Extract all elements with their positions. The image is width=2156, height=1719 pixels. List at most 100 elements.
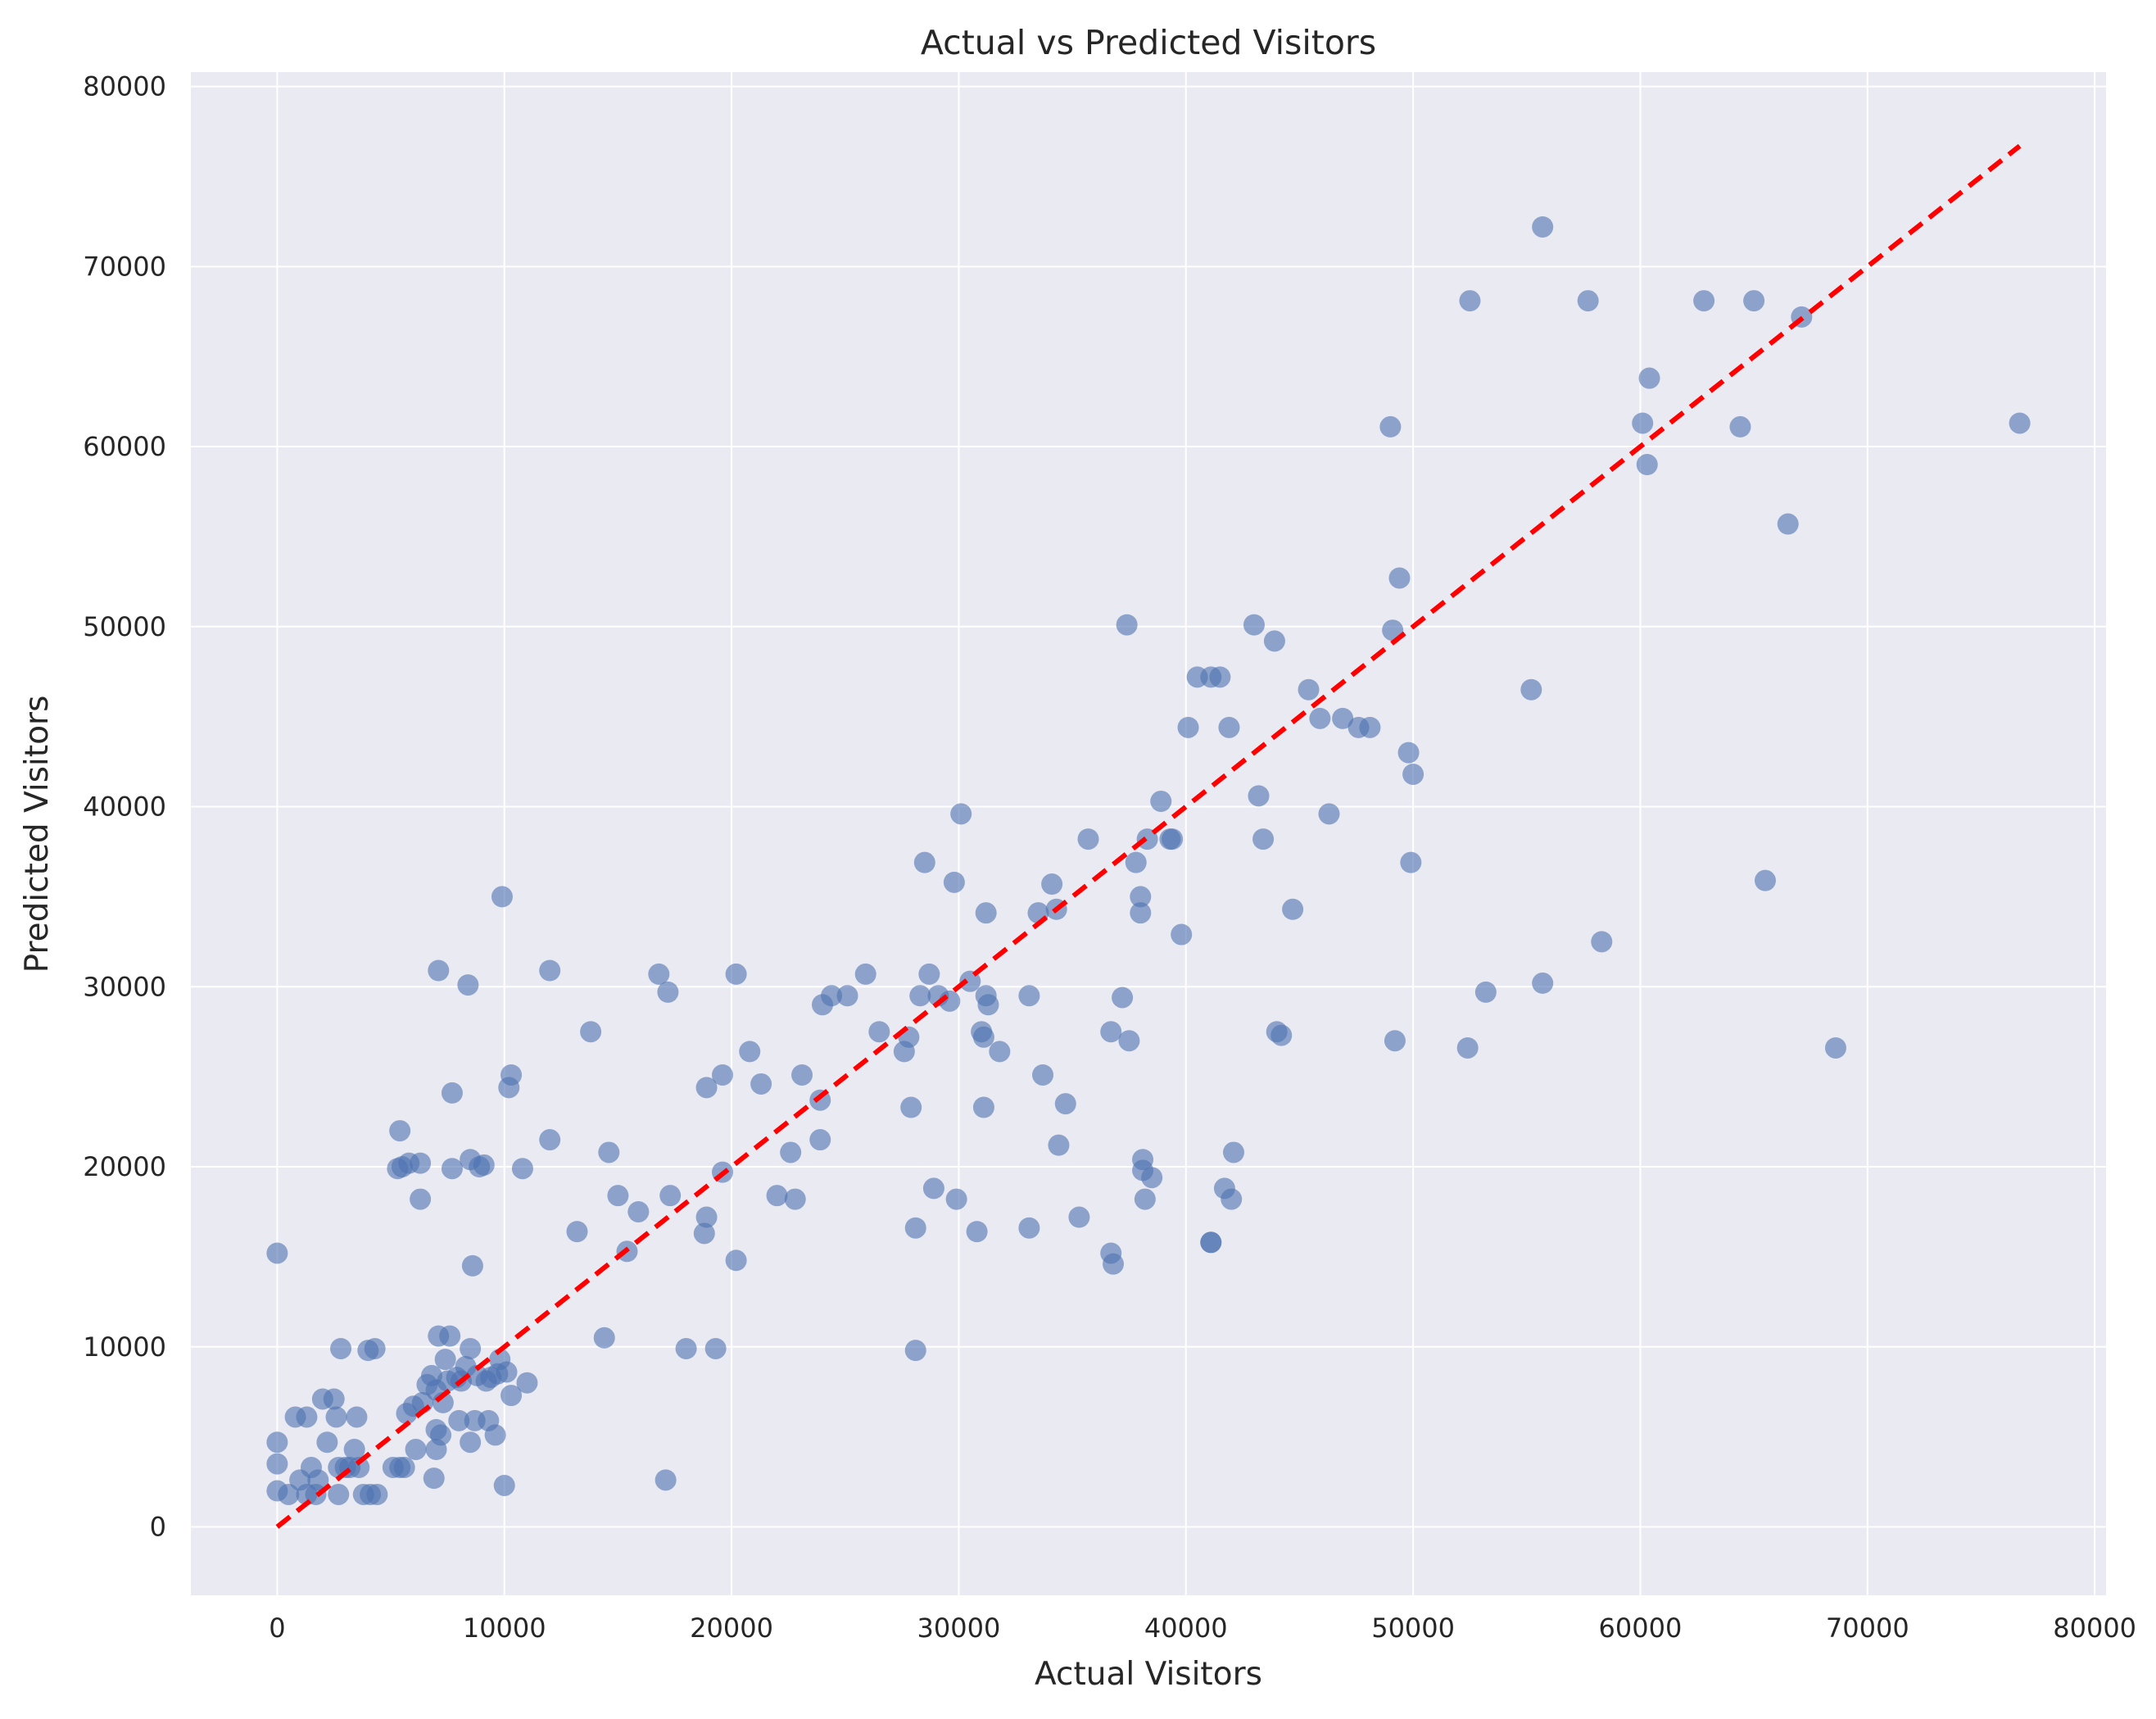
data-point [1209, 666, 1231, 688]
x-tick-label: 20000 [690, 1612, 773, 1644]
data-point [791, 1064, 813, 1086]
data-point [457, 974, 479, 996]
data-point [904, 1340, 926, 1362]
data-point [909, 985, 931, 1007]
data-point [972, 1026, 994, 1048]
y-tick-label: 20000 [83, 1151, 166, 1182]
data-point [423, 1467, 445, 1490]
data-point [1270, 1024, 1293, 1046]
y-axis-label: Predicted Visitors [19, 696, 56, 973]
data-point [695, 1077, 718, 1099]
data-point [1402, 763, 1424, 785]
data-point [1032, 1064, 1054, 1086]
y-tick-label: 10000 [83, 1331, 166, 1363]
data-point [441, 1158, 463, 1180]
y-tick-labels: 0 10000 20000 30000 40000 50000 60000 70000 8000… [83, 71, 166, 1543]
data-point [913, 851, 935, 873]
data-point [2009, 412, 2031, 434]
y-tick-label: 40000 [83, 791, 166, 823]
x-tick-labels: 0 10000 20000 30000 40000 50000 60000 70000 8000… [269, 1612, 2136, 1644]
data-point [975, 902, 997, 924]
data-point [1054, 1093, 1076, 1115]
data-point [1223, 1141, 1245, 1163]
data-point [943, 871, 965, 893]
data-point [821, 985, 843, 1007]
grid-lines [191, 72, 2106, 1595]
data-point [1018, 985, 1040, 1007]
chart-title: Actual vs Predicted Visitors [921, 23, 1376, 62]
data-point [1177, 716, 1199, 738]
data-point [460, 1431, 482, 1454]
y-tick-label: 0 [150, 1511, 166, 1542]
data-point [1263, 630, 1285, 652]
data-point [950, 803, 972, 825]
data-point [1636, 454, 1658, 476]
data-point [1116, 614, 1138, 636]
data-point [473, 1154, 495, 1176]
data-point [330, 1337, 352, 1359]
data-point [1171, 923, 1193, 946]
data-point [704, 1337, 727, 1359]
data-point [1532, 215, 1554, 238]
data-point [1282, 898, 1304, 920]
data-point [809, 1129, 831, 1151]
data-point [725, 1250, 747, 1272]
data-point [1221, 1188, 1243, 1210]
data-point [780, 1141, 802, 1163]
data-point [900, 1096, 922, 1118]
data-point [580, 1021, 602, 1043]
data-point [593, 1327, 615, 1349]
data-point [1777, 513, 1799, 535]
data-point [500, 1385, 523, 1407]
data-point [434, 1349, 456, 1371]
data-point [1400, 851, 1422, 873]
data-point [1309, 707, 1331, 729]
x-tick-label: 60000 [1599, 1612, 1683, 1644]
data-point [1591, 931, 1613, 953]
data-point [750, 1073, 772, 1095]
data-point [607, 1185, 629, 1207]
data-point [1474, 981, 1497, 1003]
y-tick-label: 30000 [83, 971, 166, 1002]
data-point [1200, 1231, 1222, 1254]
data-point [868, 1021, 890, 1043]
data-point [428, 959, 450, 982]
data-point [441, 1082, 463, 1104]
y-tick-label: 50000 [83, 611, 166, 642]
data-point [307, 1469, 329, 1491]
data-point [566, 1221, 588, 1243]
data-point [389, 1120, 411, 1142]
data-point [627, 1200, 650, 1222]
data-point [1743, 290, 1765, 312]
data-point [966, 1221, 988, 1243]
x-axis-label: Actual Visitors [1035, 1656, 1262, 1693]
data-point [1298, 678, 1320, 701]
x-tick-label: 70000 [1826, 1612, 1909, 1644]
data-point [539, 1129, 561, 1151]
data-point [657, 981, 679, 1003]
x-tick-label: 0 [269, 1612, 285, 1644]
data-point [266, 1431, 288, 1454]
data-point [500, 1064, 523, 1086]
data-point [448, 1409, 470, 1431]
data-point [784, 1188, 806, 1210]
data-point [675, 1337, 697, 1359]
data-point [439, 1325, 461, 1347]
data-point [323, 1388, 345, 1410]
data-point [296, 1406, 318, 1428]
data-point [393, 1456, 415, 1478]
data-point [711, 1064, 733, 1086]
data-point [1134, 1188, 1156, 1210]
data-point [1252, 828, 1275, 850]
data-point [343, 1439, 365, 1461]
data-point [491, 886, 513, 908]
data-point [1125, 851, 1147, 873]
data-point [695, 1206, 718, 1228]
data-point [366, 1483, 388, 1505]
data-point [410, 1152, 432, 1174]
data-point [1754, 869, 1776, 891]
data-point [648, 963, 670, 985]
data-point [854, 963, 876, 985]
